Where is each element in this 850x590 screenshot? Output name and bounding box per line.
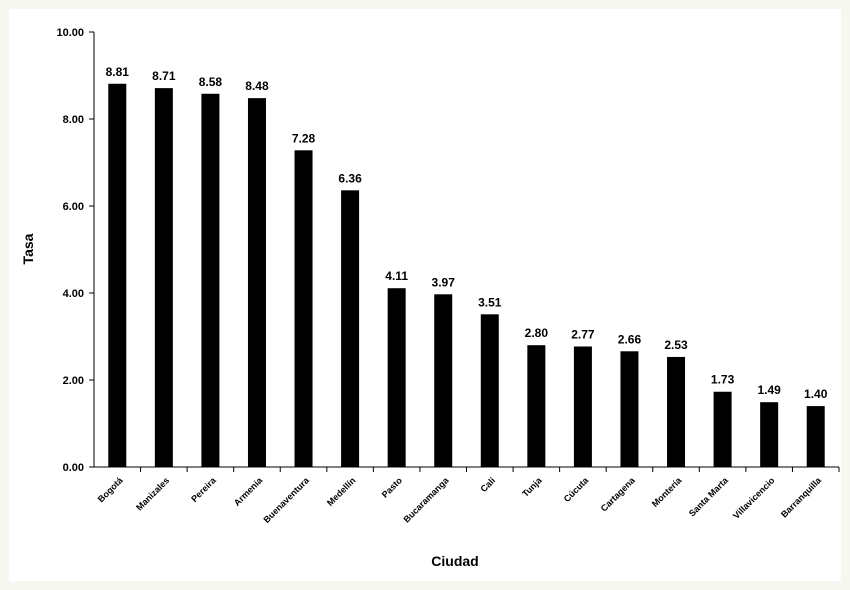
value-labels: 8.81 8.71 8.58 8.48 7.28 6.36 4.11 3.97 3.51 2.80… <box>106 65 828 401</box>
bar <box>154 88 173 468</box>
bar-value-label: 2.77 <box>571 328 595 342</box>
bar-value-label: 3.51 <box>478 295 502 309</box>
x-category-label: Manizales <box>134 475 171 512</box>
x-category-label: Bucaramanga <box>401 475 451 525</box>
x-category-label: Medellín <box>325 475 358 508</box>
bar <box>760 402 779 467</box>
bar <box>108 83 127 467</box>
bar <box>294 150 313 467</box>
y-tick-label: 8.00 <box>63 114 84 126</box>
bar <box>527 345 546 467</box>
bar-value-label: 2.80 <box>525 326 549 340</box>
y-tick-label: 0.00 <box>63 462 84 474</box>
bar <box>201 93 220 468</box>
x-category-label: Tunja <box>520 475 544 499</box>
bar <box>480 314 499 467</box>
x-axis-categories: Bogotá Manizales Pereira ArmeniaBuenaventur… <box>96 467 840 525</box>
y-axis-ticks: 0.00 2.00 4.00 6.00 8.00 10.00 <box>56 27 94 474</box>
x-category-label: Armenia <box>232 475 265 508</box>
bar <box>434 294 453 467</box>
y-tick-label: 6.00 <box>63 201 84 213</box>
y-tick-label: 10.00 <box>56 27 84 39</box>
x-category-label: Pereira <box>189 475 218 504</box>
x-category-label: Santa Marta <box>687 475 731 519</box>
bar-value-label: 8.58 <box>199 75 223 89</box>
bar <box>247 98 266 468</box>
bar-value-label: 6.36 <box>338 171 362 185</box>
bar <box>341 190 360 467</box>
bar-value-label: 7.28 <box>292 131 316 145</box>
bar-value-label: 1.40 <box>804 387 828 401</box>
bar <box>806 406 825 467</box>
bar-value-label: 1.49 <box>757 383 781 397</box>
bar-value-label: 8.71 <box>152 69 176 83</box>
x-category-label: Cúcuta <box>562 475 591 504</box>
bar <box>387 288 406 467</box>
x-category-label: Cartagena <box>599 475 638 514</box>
x-category-label: Pasto <box>380 475 405 500</box>
y-tick-label: 2.00 <box>63 375 84 387</box>
x-category-label: Montería <box>650 475 684 509</box>
bar-value-label: 8.48 <box>245 79 269 93</box>
bar-value-label: 1.73 <box>711 373 735 387</box>
bar-value-label: 3.97 <box>432 275 456 289</box>
x-category-label: Buenaventura <box>261 475 311 525</box>
bar-value-label: 2.66 <box>618 332 642 346</box>
y-tick-label: 4.00 <box>63 288 84 300</box>
chart-panel: 0.00 2.00 4.00 6.00 8.00 10.00 8.81 8.71 8.58 8.… <box>9 9 841 581</box>
x-category-label: Cali <box>478 475 497 494</box>
x-category-label: Bogotá <box>96 475 126 505</box>
bar <box>713 391 732 467</box>
x-category-label: Villavicencio <box>731 475 777 521</box>
x-axis-title: Ciudad <box>431 553 478 569</box>
y-axis-title: Tasa <box>20 233 36 264</box>
x-category-label: Barranquilla <box>779 475 824 520</box>
bar-value-label: 2.53 <box>664 338 688 352</box>
bar <box>667 356 686 467</box>
bar <box>620 351 639 467</box>
bar-value-label: 4.11 <box>385 269 408 283</box>
bars <box>108 83 825 468</box>
bar-value-label: 8.81 <box>106 65 130 79</box>
bar <box>573 346 592 467</box>
